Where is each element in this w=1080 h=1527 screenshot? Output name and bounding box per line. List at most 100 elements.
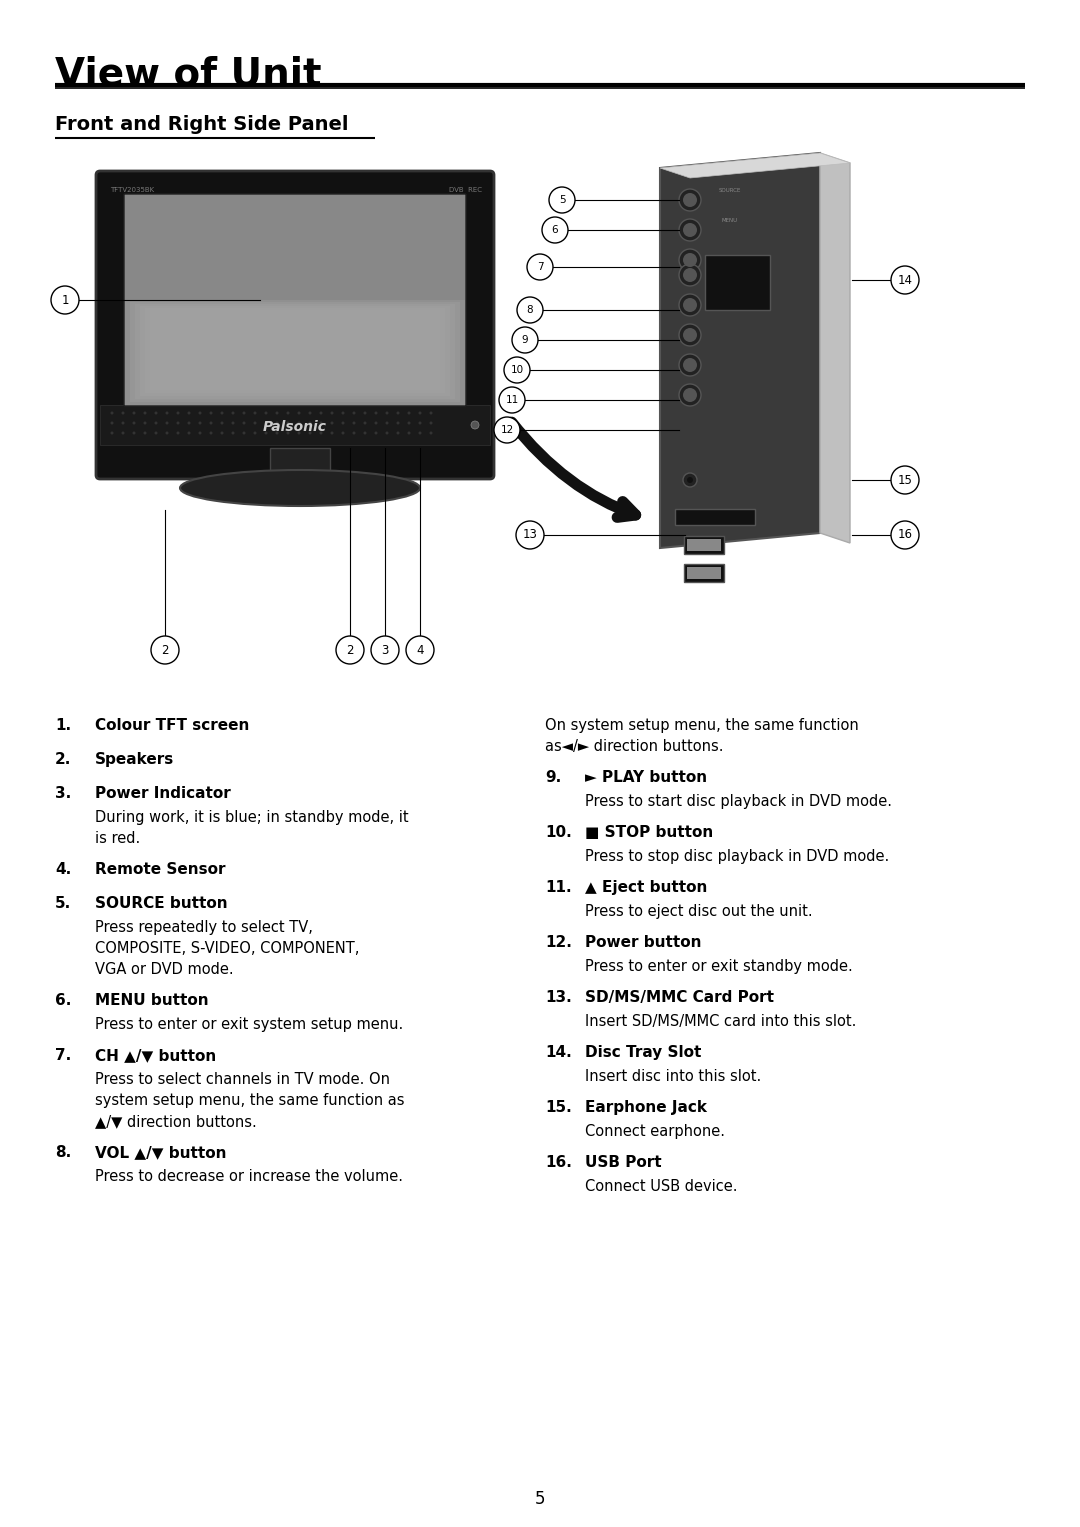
FancyBboxPatch shape <box>687 567 721 579</box>
Text: 8: 8 <box>527 305 534 315</box>
Circle shape <box>243 432 245 435</box>
Text: MENU: MENU <box>721 218 738 223</box>
Circle shape <box>341 432 345 435</box>
Circle shape <box>386 421 389 425</box>
Text: 16.: 16. <box>545 1154 572 1170</box>
Circle shape <box>121 432 124 435</box>
Circle shape <box>210 432 213 435</box>
Text: Disc Tray Slot: Disc Tray Slot <box>585 1044 701 1060</box>
Circle shape <box>542 217 568 243</box>
Text: 4.: 4. <box>55 863 71 876</box>
Circle shape <box>330 421 334 425</box>
Ellipse shape <box>180 470 420 505</box>
Text: as◄/► direction buttons.: as◄/► direction buttons. <box>545 739 724 754</box>
Circle shape <box>549 186 575 212</box>
Circle shape <box>364 432 366 435</box>
Circle shape <box>679 324 701 347</box>
Text: 14.: 14. <box>545 1044 571 1060</box>
Text: Connect USB device.: Connect USB device. <box>585 1179 738 1194</box>
Circle shape <box>265 411 268 414</box>
FancyBboxPatch shape <box>675 508 755 525</box>
Text: Connect earphone.: Connect earphone. <box>585 1124 725 1139</box>
Circle shape <box>144 432 147 435</box>
Text: 5: 5 <box>535 1490 545 1509</box>
Text: 7: 7 <box>537 263 543 272</box>
FancyBboxPatch shape <box>124 194 465 406</box>
Polygon shape <box>660 153 820 548</box>
Circle shape <box>188 411 190 414</box>
Text: 13: 13 <box>523 528 538 542</box>
Text: 10.: 10. <box>545 825 571 840</box>
Circle shape <box>176 411 179 414</box>
FancyBboxPatch shape <box>140 305 450 395</box>
Text: 5.: 5. <box>55 896 71 912</box>
Circle shape <box>297 432 300 435</box>
Circle shape <box>516 521 544 550</box>
Circle shape <box>121 411 124 414</box>
Text: 2.: 2. <box>55 751 71 767</box>
Circle shape <box>265 432 268 435</box>
FancyBboxPatch shape <box>684 563 724 582</box>
Circle shape <box>51 286 79 315</box>
Circle shape <box>154 421 158 425</box>
Circle shape <box>110 421 113 425</box>
Circle shape <box>254 421 257 425</box>
Circle shape <box>891 266 919 295</box>
Text: Power button: Power button <box>585 935 702 950</box>
Circle shape <box>320 421 323 425</box>
Text: Insert disc into this slot.: Insert disc into this slot. <box>585 1069 761 1084</box>
Circle shape <box>199 421 202 425</box>
Circle shape <box>210 421 213 425</box>
Circle shape <box>386 432 389 435</box>
Circle shape <box>407 411 410 414</box>
Text: 6.: 6. <box>55 993 71 1008</box>
FancyBboxPatch shape <box>100 405 490 444</box>
Text: VOL ▲/▼ button: VOL ▲/▼ button <box>95 1145 227 1161</box>
Text: system setup menu, the same function as: system setup menu, the same function as <box>95 1093 405 1109</box>
Circle shape <box>406 637 434 664</box>
Circle shape <box>330 411 334 414</box>
Text: 11: 11 <box>505 395 518 405</box>
Circle shape <box>419 411 421 414</box>
Circle shape <box>341 411 345 414</box>
Circle shape <box>430 411 432 414</box>
Text: 9.: 9. <box>545 770 562 785</box>
Circle shape <box>286 421 289 425</box>
Text: Press to enter or exit system setup menu.: Press to enter or exit system setup menu… <box>95 1017 403 1032</box>
Circle shape <box>419 432 421 435</box>
Text: 1.: 1. <box>55 718 71 733</box>
Text: SOURCE: SOURCE <box>719 188 741 192</box>
Circle shape <box>309 432 311 435</box>
Circle shape <box>679 264 701 286</box>
Circle shape <box>396 421 400 425</box>
Circle shape <box>499 386 525 412</box>
Circle shape <box>407 421 410 425</box>
Circle shape <box>341 421 345 425</box>
Circle shape <box>679 354 701 376</box>
Text: 3.: 3. <box>55 786 71 802</box>
Text: 2: 2 <box>347 643 354 657</box>
Text: is red.: is red. <box>95 831 140 846</box>
Circle shape <box>683 298 697 312</box>
Circle shape <box>220 421 224 425</box>
Circle shape <box>320 411 323 414</box>
Circle shape <box>188 432 190 435</box>
Circle shape <box>375 432 378 435</box>
Text: DVB  REC: DVB REC <box>449 186 482 192</box>
Text: 16: 16 <box>897 528 913 542</box>
Circle shape <box>683 269 697 282</box>
Text: CH ▲/▼ button: CH ▲/▼ button <box>95 1048 216 1063</box>
Circle shape <box>231 421 234 425</box>
Circle shape <box>254 432 257 435</box>
Text: Colour TFT screen: Colour TFT screen <box>95 718 249 733</box>
Circle shape <box>504 357 530 383</box>
Circle shape <box>133 421 135 425</box>
Circle shape <box>243 411 245 414</box>
Circle shape <box>154 432 158 435</box>
Circle shape <box>683 192 697 208</box>
Circle shape <box>336 637 364 664</box>
FancyBboxPatch shape <box>125 299 465 405</box>
Text: 15.: 15. <box>545 1099 571 1115</box>
Circle shape <box>309 411 311 414</box>
Circle shape <box>199 432 202 435</box>
